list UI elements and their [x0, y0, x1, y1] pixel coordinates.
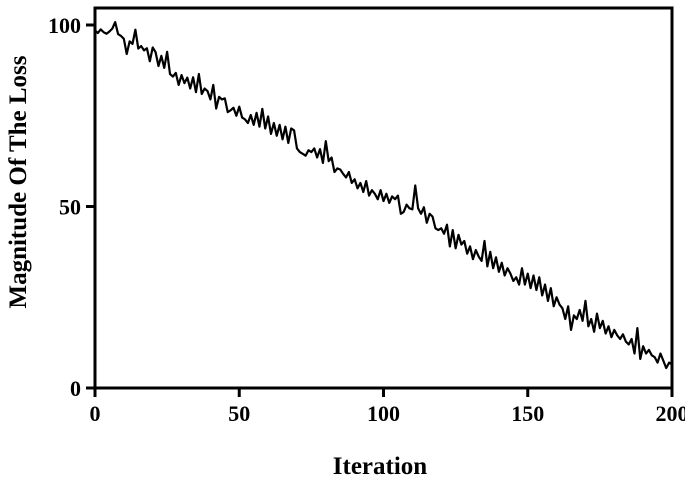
- x-tick-label: 100: [367, 401, 400, 426]
- x-tick-label: 200: [656, 401, 685, 426]
- series-line: [94, 21, 673, 370]
- x-tick-label: 150: [511, 401, 544, 426]
- y-tick-label: 0: [70, 376, 81, 401]
- y-tick-label: 100: [48, 13, 81, 38]
- x-tick-label: 0: [90, 401, 101, 426]
- y-tick-label: 50: [59, 195, 81, 220]
- x-axis-title: Iteration: [333, 453, 428, 478]
- y-axis-ticks: 0 50 100: [48, 13, 95, 401]
- x-axis-ticks: 0 50 100 150 200: [90, 388, 685, 426]
- y-axis-title: Magnitude Of The Loss: [5, 55, 32, 308]
- x-tick-label: 50: [228, 401, 250, 426]
